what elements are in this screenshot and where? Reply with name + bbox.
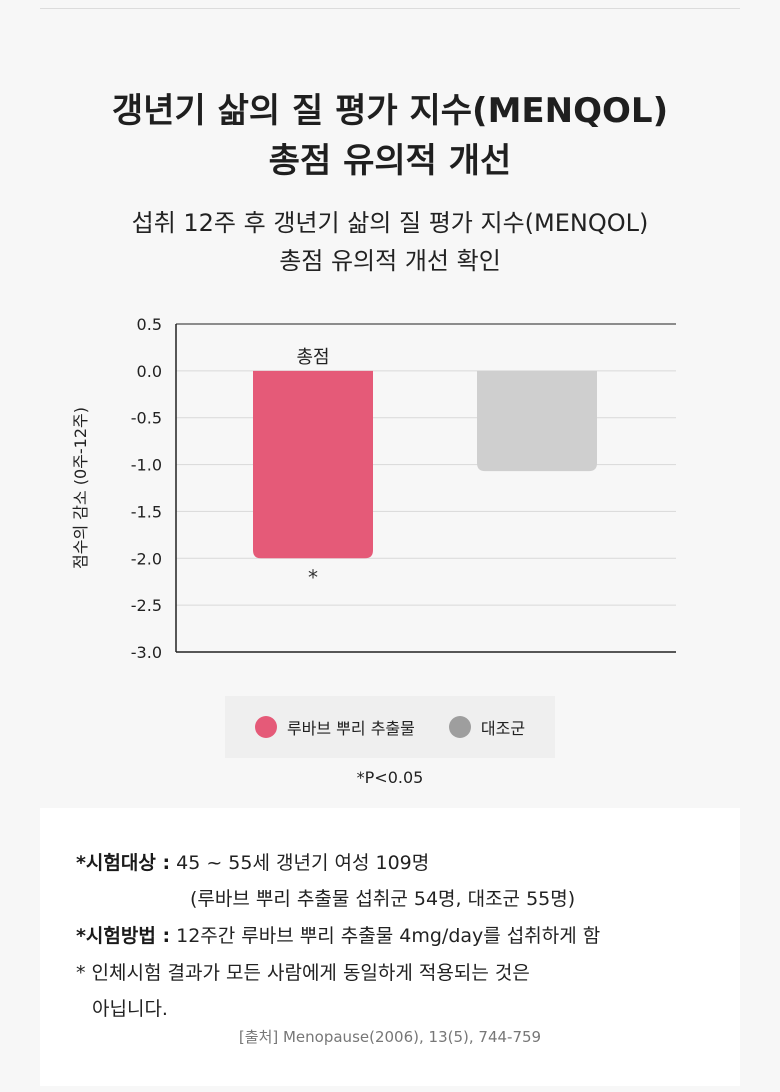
- legend-label-treatment: 루바브 뿌리 추출물: [286, 719, 415, 738]
- note-line-2: 아닙니다.: [92, 998, 168, 1020]
- legend-dot-control: [448, 716, 471, 738]
- y-tick-label: -0.5: [131, 409, 162, 428]
- y-tick-label: -1.0: [131, 456, 162, 475]
- page-title: 갱년기 삶의 질 평가 지수(MENQOL) 총점 유의적 개선: [0, 86, 780, 186]
- method-row: *시험방법 : 12주간 루바브 뿌리 추출물 4mg/day를 섭취하게 함: [76, 921, 600, 948]
- subtitle-line-2: 총점 유의적 개선 확인: [279, 247, 501, 275]
- note-line-1: * 인체시험 결과가 모든 사람에게 동일하게 적용되는 것은: [76, 962, 530, 984]
- target-row: *시험대상 : 45 ~ 55세 갱년기 여성 109명: [76, 848, 429, 875]
- target-detail: (루바브 뿌리 추출물 섭취군 54명, 대조군 55명): [190, 888, 576, 910]
- source-citation: [출처] Menopause(2006), 13(5), 744-759: [238, 1028, 542, 1046]
- bar-control: [477, 370, 597, 472]
- subtitle-line-1: 섭취 12주 후 갱년기 삶의 질 평가 지수(MENQOL): [131, 209, 649, 237]
- target-text: 45 ~ 55세 갱년기 여성 109명: [176, 852, 430, 874]
- bar-treatment: [253, 370, 373, 559]
- method-label: *시험방법 :: [76, 925, 171, 947]
- legend-label-control: 대조군: [480, 719, 526, 738]
- title-line-2: 총점 유의적 개선: [268, 141, 512, 181]
- study-info-box: *시험대상 : 45 ~ 55세 갱년기 여성 109명 (루바브 뿌리 추출물…: [40, 808, 740, 1086]
- target-label: *시험대상 :: [76, 852, 171, 874]
- y-tick-label: -3.0: [131, 643, 162, 662]
- y-tick-label: 0.5: [137, 315, 162, 334]
- top-divider: [40, 8, 740, 9]
- significance-marker: *: [308, 565, 318, 589]
- y-tick-label: -1.5: [131, 502, 162, 521]
- y-tick-label: 0.0: [137, 362, 162, 381]
- category-label: 총점: [296, 347, 329, 368]
- title-line-1: 갱년기 삶의 질 평가 지수(MENQOL): [111, 91, 669, 131]
- legend-item-treatment: 루바브 뿌리 추출물: [254, 715, 415, 739]
- y-tick-label: -2.0: [131, 549, 162, 568]
- significance-footnote: *P<0.05: [356, 768, 424, 787]
- page-subtitle: 섭취 12주 후 갱년기 삶의 질 평가 지수(MENQOL) 총점 유의적 개…: [0, 204, 780, 280]
- chart-legend: 루바브 뿌리 추출물 대조군: [225, 696, 555, 758]
- y-axis-label: 점수의 감소 (0주-12주): [71, 407, 90, 569]
- y-tick-label: -2.5: [131, 596, 162, 615]
- legend-dot-treatment: [254, 716, 277, 738]
- method-text: 12주간 루바브 뿌리 추출물 4mg/day를 섭취하게 함: [176, 925, 601, 947]
- legend-item-control: 대조군: [448, 715, 526, 739]
